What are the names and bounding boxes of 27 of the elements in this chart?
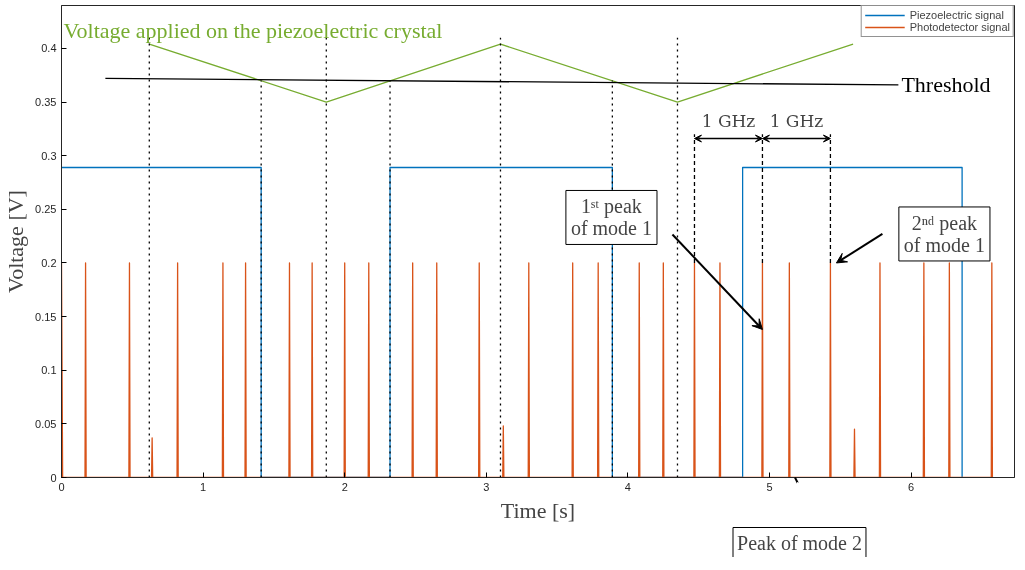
x-tick-label: 2 — [341, 480, 348, 493]
y-tick-label: 0.35 — [35, 96, 57, 109]
legend-label: Photodetector signal — [909, 21, 1010, 33]
series-label: Threshold — [901, 72, 991, 98]
legend-label: Piezoelectric signal — [909, 9, 1004, 21]
y-tick-label: 0.05 — [35, 417, 57, 430]
annotation: 1 GHz — [769, 110, 824, 131]
annotation: 1 GHz — [701, 110, 756, 131]
y-axis-title: Voltage [V] — [3, 190, 29, 293]
annotation: Peak of mode 2 — [737, 531, 862, 554]
y-tick-label: 0.3 — [41, 149, 57, 162]
annotation: 1ˢᵗ peak of mode 1 — [570, 195, 652, 240]
y-tick-label: 0.25 — [35, 203, 57, 216]
y-tick-label: 0.2 — [41, 256, 57, 269]
series-label: Voltage applied on the piezoelectric crystal — [63, 18, 443, 43]
x-tick-label: 0 — [58, 480, 65, 493]
annotation: 2ⁿᵈ peak of mode 1 — [903, 211, 985, 256]
x-axis-title: Time [s] — [500, 497, 576, 523]
y-tick-label: 0.15 — [35, 310, 57, 323]
x-tick-label: 5 — [766, 480, 773, 493]
y-tick-label: 0.4 — [41, 42, 57, 55]
x-tick-label: 4 — [624, 480, 631, 493]
x-tick-label: 1 — [200, 480, 207, 493]
y-tick-label: 0 — [50, 471, 57, 484]
x-tick-label: 3 — [483, 480, 490, 493]
x-tick-label: 6 — [908, 480, 915, 493]
y-tick-label: 0.1 — [41, 364, 57, 377]
